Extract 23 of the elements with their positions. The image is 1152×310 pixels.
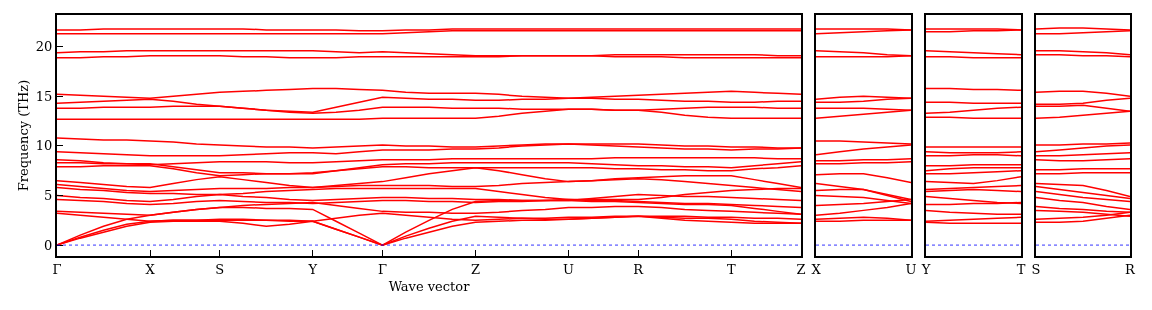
x-tick-label: T xyxy=(726,261,736,277)
y-tick-label: 20 xyxy=(35,39,53,55)
x-tick-label: U xyxy=(905,261,917,277)
x-tick-label: T xyxy=(1016,261,1026,277)
y-tick-label: 0 xyxy=(44,237,53,253)
x-tick-label: S xyxy=(1031,261,1041,277)
x-tick-label: Z xyxy=(470,261,481,277)
x-tick-label: S xyxy=(215,261,225,277)
x-tick-label: R xyxy=(633,261,645,277)
x-tick-label: U xyxy=(563,261,575,277)
x-tick-label: Γ xyxy=(52,261,62,277)
x-tick-label: Y xyxy=(920,261,931,277)
y-axis-title: Frequency (THz) xyxy=(16,79,32,192)
y-tick-label: 10 xyxy=(35,138,53,154)
x-tick-label: R xyxy=(1125,261,1137,277)
x-tick-label: X xyxy=(145,261,156,277)
x-axis-title: Wave vector xyxy=(388,278,471,294)
y-tick-label: 5 xyxy=(44,188,53,204)
y-tick-label: 15 xyxy=(35,88,53,104)
x-tick-label: Γ xyxy=(377,261,388,277)
x-tick-label: X xyxy=(811,261,822,277)
x-tick-label: Y xyxy=(307,261,318,277)
x-tick-label: Z xyxy=(796,261,806,277)
